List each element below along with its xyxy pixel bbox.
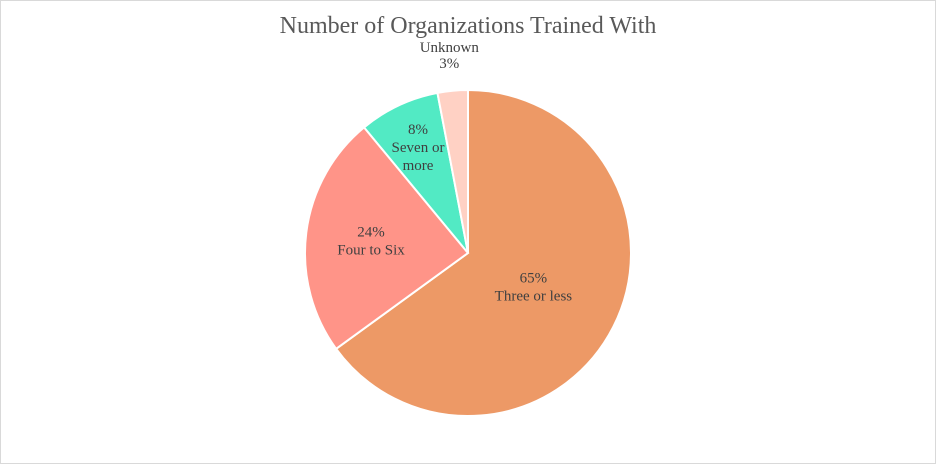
slice-percent-label: 8% bbox=[408, 122, 428, 138]
slice-category-label: Seven or bbox=[392, 140, 445, 156]
slice-percent-label: 65% bbox=[520, 270, 548, 286]
slice-category-label: more bbox=[403, 158, 434, 174]
pie-slice-1 bbox=[304, 126, 470, 351]
slice-label-0: 65% Three or less bbox=[495, 270, 573, 304]
slice-percent-label: 24% bbox=[357, 225, 385, 241]
slice-category-label: Unknown bbox=[420, 40, 480, 56]
slice-label-1: 24% Four to Six bbox=[337, 225, 405, 259]
slice-percent-label: 3% bbox=[439, 56, 459, 72]
pie-slice-3 bbox=[436, 88, 469, 254]
chart-title: Number of Organizations Trained With bbox=[279, 13, 657, 39]
slice-label-2: 8% Seven or more bbox=[392, 122, 445, 174]
pie-slice-0 bbox=[334, 88, 632, 417]
slice-category-label: Four to Six bbox=[337, 243, 405, 259]
slice-category-label: Three or less bbox=[495, 288, 573, 304]
